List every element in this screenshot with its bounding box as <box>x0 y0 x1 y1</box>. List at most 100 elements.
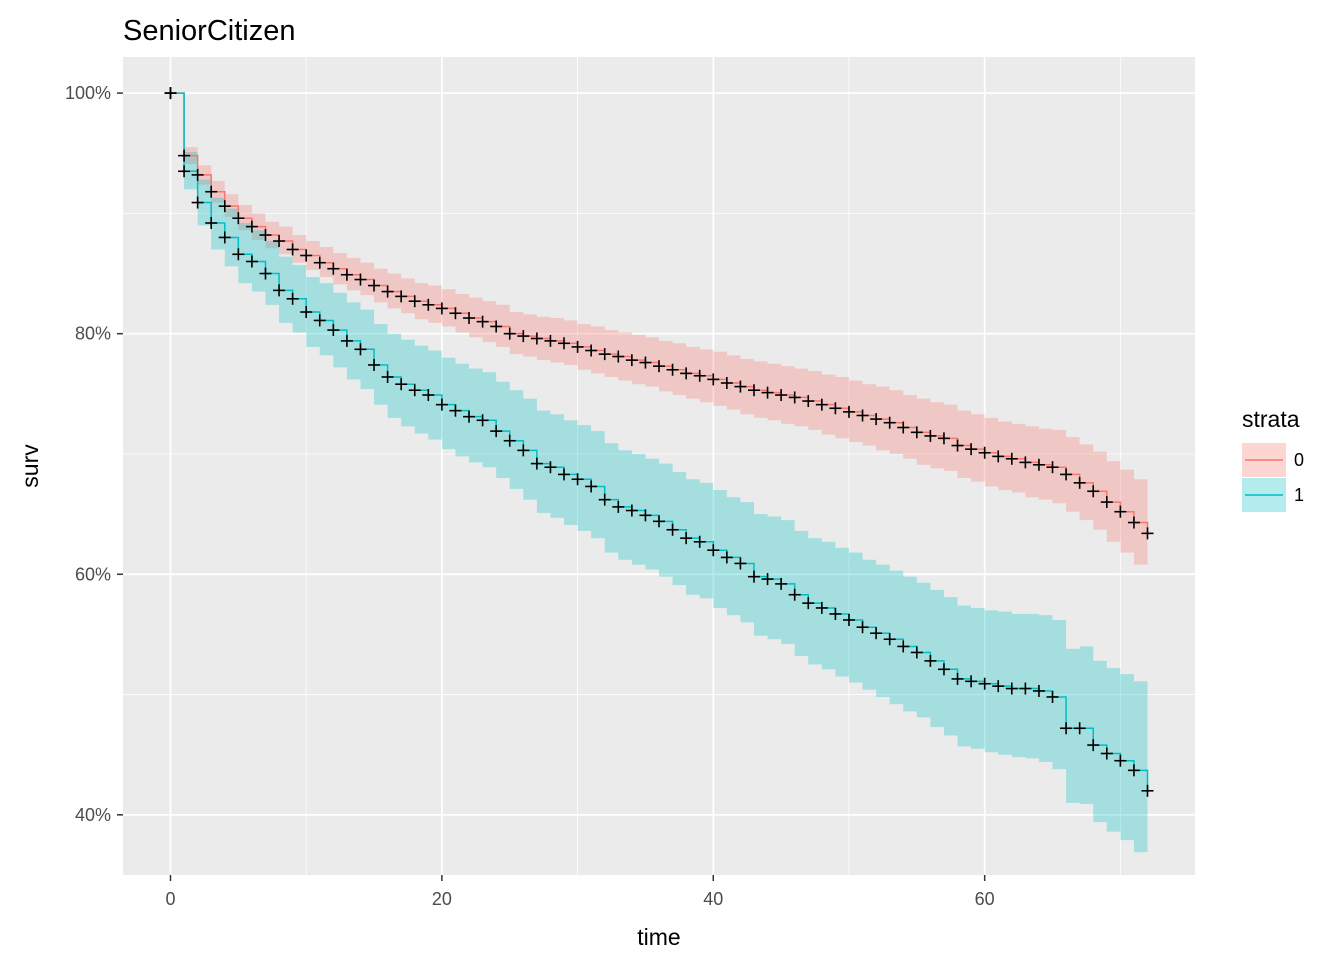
ci-ribbon-segment-1 <box>998 611 1012 755</box>
censor-mark-1 <box>449 404 462 417</box>
censor-mark-1 <box>992 680 1005 693</box>
ci-ribbon-segment-1 <box>319 283 334 356</box>
censor-mark-1 <box>232 248 245 261</box>
censor-mark-1 <box>883 633 896 646</box>
censor-mark-0 <box>449 307 462 320</box>
ci-ribbon-segment-1 <box>957 605 972 747</box>
censor-mark-1 <box>503 434 516 447</box>
censor-mark-0 <box>720 376 733 389</box>
censor-mark-1 <box>924 654 937 667</box>
censor-mark-1 <box>639 509 652 522</box>
censor-mark-1 <box>612 500 625 513</box>
ci-ribbon-segment-1 <box>536 410 551 513</box>
censor-mark-0 <box>273 235 286 248</box>
ci-ribbon-segment-1 <box>1038 615 1053 762</box>
legend-label-1: 1 <box>1294 485 1304 505</box>
censor-mark-0 <box>544 334 557 347</box>
censor-mark-0 <box>313 256 326 269</box>
ci-ribbon-segment-1 <box>441 357 456 450</box>
ci-ribbon-segment-1 <box>618 450 632 560</box>
censor-mark-1 <box>1046 690 1059 703</box>
censor-mark-0 <box>829 402 842 415</box>
censor-mark-1 <box>937 663 950 676</box>
censor-mark-0 <box>463 312 476 325</box>
censor-mark-0 <box>1032 458 1045 471</box>
censor-mark-1 <box>693 535 706 548</box>
censor-mark-1 <box>517 444 530 457</box>
censor-mark-0 <box>340 268 353 281</box>
censor-mark-1 <box>1087 739 1100 752</box>
ci-ribbon-segment-1 <box>1106 668 1121 832</box>
censor-mark-1 <box>178 165 191 178</box>
censor-mark-0 <box>205 185 218 198</box>
major-gridlines <box>123 57 1195 875</box>
censor-mark-1 <box>286 292 299 305</box>
censor-mark-1 <box>354 343 367 356</box>
plot-panel <box>123 57 1195 875</box>
censor-mark-1 <box>829 607 842 620</box>
censor-mark-0 <box>381 285 394 298</box>
censor-mark-1 <box>666 523 679 536</box>
ci-ribbon-segment-1 <box>903 576 917 712</box>
censor-mark-1 <box>707 544 720 557</box>
censor-mark-1 <box>680 532 693 545</box>
censor-mark-1 <box>761 573 774 586</box>
ci-ribbon-segment-1 <box>971 607 985 749</box>
ci-ribbon-segment-1 <box>808 538 822 665</box>
censor-mark-0 <box>897 421 910 434</box>
y-tick-label: 80% <box>75 324 111 344</box>
censor-mark-0 <box>571 340 584 353</box>
ci-ribbon-segment-1 <box>1011 613 1026 758</box>
censor-mark-0 <box>1100 496 1113 509</box>
censor-mark-0 <box>1141 527 1154 540</box>
ci-ribbon-segment-1 <box>794 530 809 657</box>
censor-mark-0 <box>259 229 272 242</box>
censor-mark-1 <box>463 410 476 423</box>
censor-mark-1 <box>653 515 665 528</box>
x-axis-ticks: 0 20 40 60 <box>165 875 995 909</box>
censor-mark-0 <box>503 327 516 340</box>
censor-mark-1 <box>815 601 828 614</box>
censor-mark-1 <box>856 621 869 634</box>
censor-mark-1 <box>1060 722 1073 735</box>
ci-ribbon-segment-1 <box>835 547 849 677</box>
censor-mark-1 <box>734 557 747 570</box>
censor-mark-0 <box>368 279 381 292</box>
censor-mark-1 <box>910 646 923 659</box>
censor-mark-0 <box>707 373 720 386</box>
legend: strata 0 1 <box>1242 406 1304 512</box>
censor-mark-0 <box>639 356 652 369</box>
y-axis-title: surv <box>17 444 43 488</box>
censor-mark-1 <box>340 334 353 347</box>
ci-ribbon-segment-1 <box>631 453 646 565</box>
censor-mark-0 <box>978 446 991 459</box>
ci-ribbon-segment-1 <box>821 541 836 670</box>
censor-mark-1 <box>408 384 421 397</box>
censor-mark-1 <box>1141 784 1154 797</box>
ci-ribbon-segment-1 <box>1066 648 1080 803</box>
ci-ribbon-segment-1 <box>550 414 565 518</box>
ci-ribbon-segment-1 <box>401 339 415 427</box>
censor-mark-1 <box>300 306 313 319</box>
ci-ribbon-segment-1 <box>577 425 592 531</box>
ci-ribbon-segment-1 <box>238 223 252 284</box>
censor-marks <box>164 87 1154 797</box>
censor-mark-0 <box>395 290 408 303</box>
censor-mark-1 <box>435 398 448 411</box>
censor-mark-0 <box>775 389 788 402</box>
censor-mark-1 <box>1073 722 1086 735</box>
ci-ribbon-segment-1 <box>604 443 619 553</box>
censor-mark-0 <box>1127 516 1140 529</box>
ci-ribbon-segment-1 <box>984 610 999 753</box>
ci-ribbon-segment-1 <box>564 420 578 525</box>
ci-ribbon-segment-1 <box>469 368 483 463</box>
censor-mark-0 <box>354 273 367 286</box>
censor-mark-1 <box>191 196 204 209</box>
ci-ribbon-segment-1 <box>1052 619 1067 770</box>
ci-ribbon-segment-1 <box>496 381 510 479</box>
ci-ribbon-segment-1 <box>509 390 524 489</box>
y-axis-ticks: 40% 60% 80% 100% <box>65 83 123 825</box>
censor-mark-1 <box>490 425 503 438</box>
censor-mark-0 <box>422 298 435 311</box>
